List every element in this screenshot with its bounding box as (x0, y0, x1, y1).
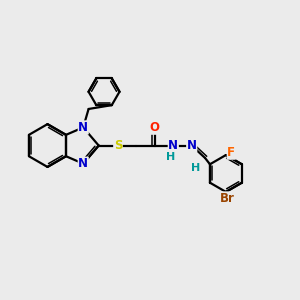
Text: S: S (114, 139, 122, 152)
Text: F: F (227, 146, 235, 159)
Text: Br: Br (220, 192, 235, 205)
Text: N: N (78, 121, 88, 134)
Text: N: N (168, 139, 178, 152)
Text: O: O (150, 121, 160, 134)
Text: H: H (191, 163, 200, 172)
Text: H: H (166, 152, 176, 162)
Text: N: N (78, 157, 88, 170)
Text: N: N (187, 139, 197, 152)
